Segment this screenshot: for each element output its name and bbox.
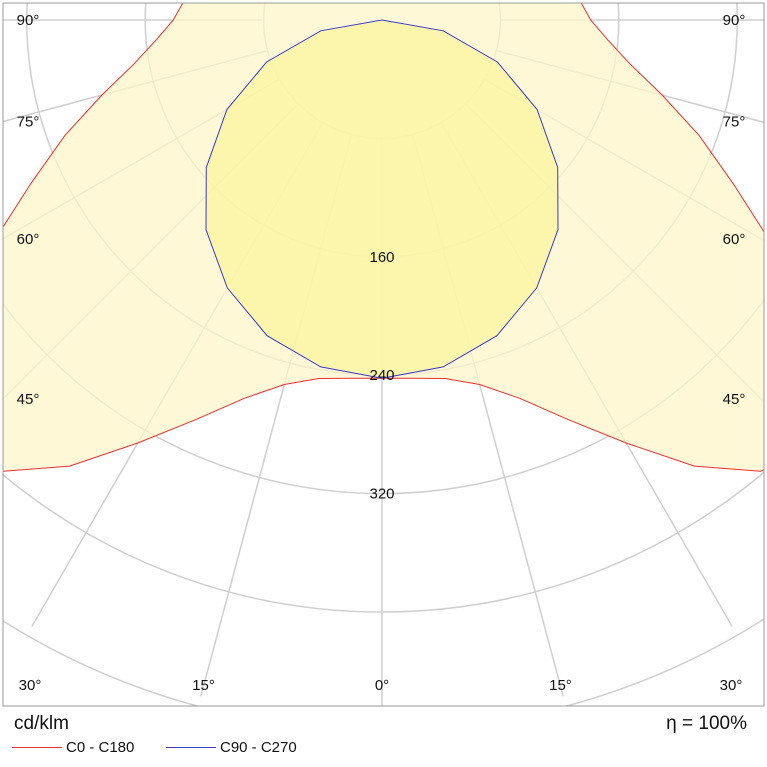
- angle-label-left-90: 90°: [17, 12, 40, 29]
- efficiency-label: η = 100%: [666, 713, 747, 734]
- angle-label-bottom-0: 15°: [192, 677, 215, 694]
- plot-border: [2, 2, 765, 707]
- plot-area: [3, 3, 764, 706]
- legend-item-c90: C90 - C270: [166, 738, 297, 756]
- angle-label-right-60: 60°: [723, 231, 746, 248]
- radial-tick-label-240: 240: [369, 367, 394, 384]
- series-curve-1: [205, 19, 559, 379]
- angle-label-left-30: 30°: [19, 677, 42, 694]
- legend-swatch-c0: [12, 746, 62, 748]
- tick-labels: 160240320105°105°90°90°75°75°60°60°45°45…: [17, 12, 746, 694]
- angle-label-bottom-1: 0°: [375, 677, 389, 694]
- legend-label-c0: C0 - C180: [66, 738, 135, 756]
- legend-swatch-c90: [166, 746, 216, 748]
- angle-label-left-60: 60°: [17, 231, 40, 248]
- angle-label-left-45: 45°: [17, 391, 40, 408]
- angle-label-left-75: 75°: [17, 114, 40, 131]
- angle-label-bottom-2: 15°: [549, 677, 572, 694]
- angle-label-right-75: 75°: [723, 114, 746, 131]
- unit-label: cd/klm: [14, 713, 69, 734]
- radial-tick-label-320: 320: [369, 486, 394, 503]
- legend-label-c90: C90 - C270: [220, 738, 297, 756]
- radial-tick-label-160: 160: [369, 249, 394, 266]
- angle-label-right-45: 45°: [723, 391, 746, 408]
- series-layer: [3, 3, 764, 472]
- angle-label-right-90: 90°: [723, 12, 746, 29]
- legend-item-c0: C0 - C180: [12, 738, 134, 756]
- angle-label-right-30: 30°: [720, 677, 743, 694]
